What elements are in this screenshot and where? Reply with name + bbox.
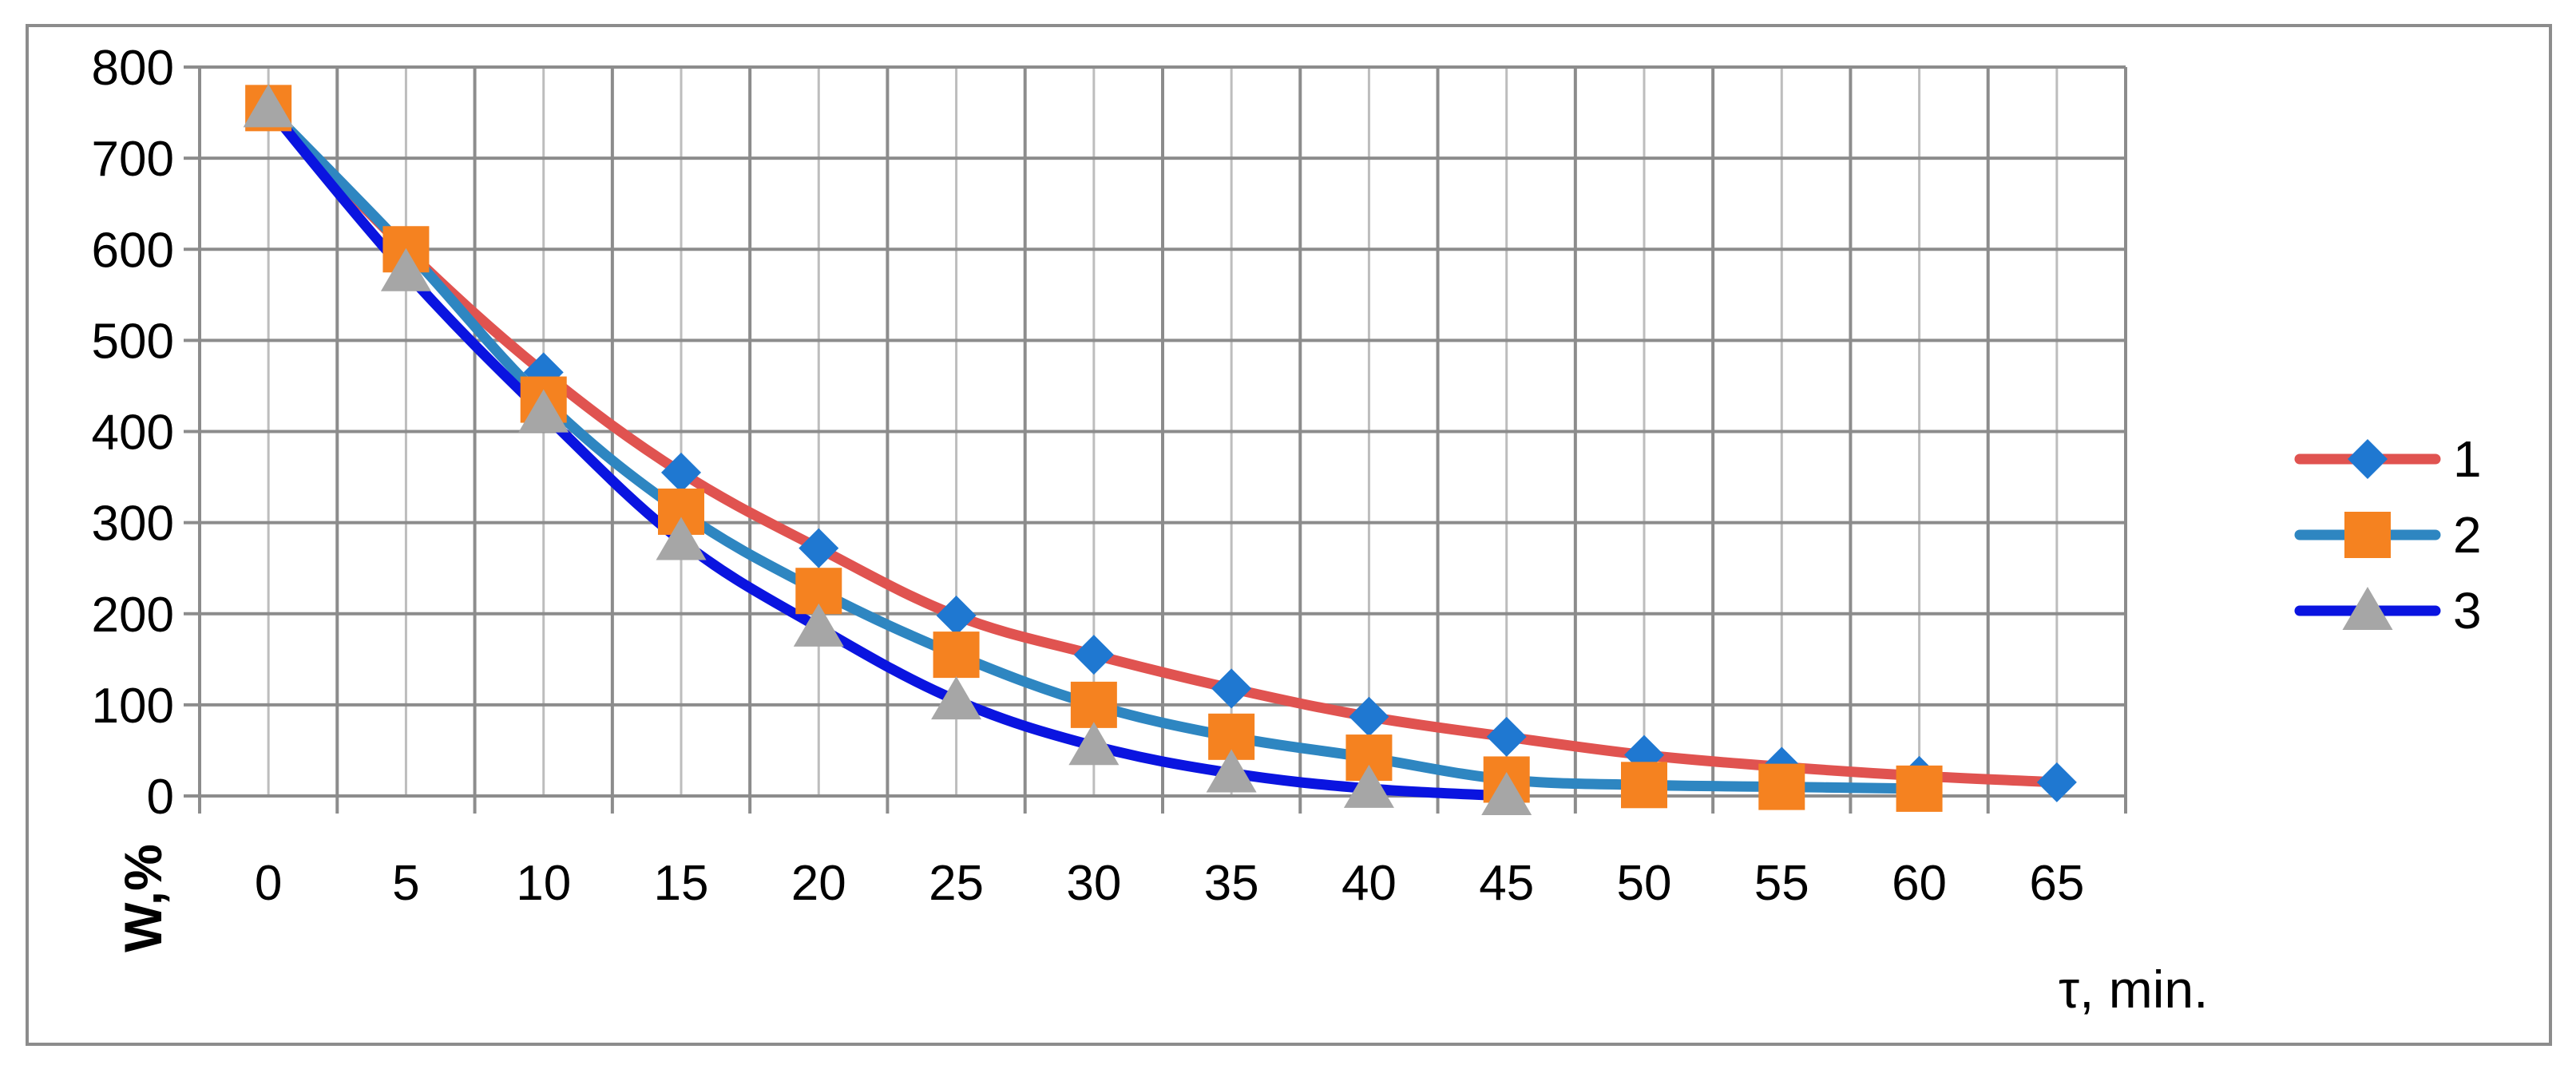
series-1-point [661, 452, 701, 493]
x-tick-label: 45 [1479, 856, 1534, 911]
y-tick-label: 800 [92, 41, 174, 96]
y-tick-label: 700 [92, 132, 174, 187]
series-2-point [1070, 681, 1117, 728]
series-3-point [793, 603, 844, 647]
series-3-point [380, 247, 431, 291]
x-tick-label: 60 [1892, 856, 1947, 911]
x-tick-label: 40 [1342, 856, 1397, 911]
series-3-line [263, 102, 1512, 802]
legend-label-2: 2 [2453, 506, 2482, 564]
x-tick-label: 35 [1204, 856, 1259, 911]
x-tick-label: 15 [654, 856, 709, 911]
x-tick-label: 10 [516, 856, 571, 911]
x-tick-label: 5 [392, 856, 419, 911]
series-2-point [933, 632, 980, 679]
y-tick-label: 600 [92, 223, 174, 278]
x-tick-label: 50 [1617, 856, 1672, 911]
x-tick-label: 65 [2029, 856, 2084, 911]
series-3-point [1481, 772, 1532, 815]
series-3-point [243, 84, 294, 128]
legend-label-3: 3 [2453, 582, 2482, 639]
chart-frame [26, 24, 2552, 1046]
series-1-point [936, 596, 977, 636]
x-tick-label: 25 [929, 856, 984, 911]
series-2-point [1758, 763, 1805, 810]
y-tick-label: 200 [92, 588, 174, 643]
series-3-point [656, 517, 707, 560]
x-tick-label: 30 [1066, 856, 1121, 911]
y-tick-label: 400 [92, 406, 174, 461]
legend: 1 2 3 [2294, 430, 2482, 639]
x-axis-label: τ, min. [2059, 960, 2208, 1019]
y-tick-label: 100 [92, 679, 174, 734]
series-3-point [1068, 722, 1120, 766]
series-1-point [2036, 762, 2077, 802]
x-tick-label: 55 [1754, 856, 1809, 911]
legend-marker-1 [2348, 439, 2388, 479]
legend-label-1: 1 [2453, 430, 2482, 488]
series-2-point [1621, 762, 1667, 809]
series-1-point [1349, 696, 1389, 737]
x-tick-label: 20 [791, 856, 846, 911]
y-tick-label: 500 [92, 314, 174, 369]
legend-marker-2 [2344, 512, 2391, 558]
series-2-point [1896, 765, 1943, 812]
legend-marker-3 [2342, 587, 2393, 630]
series-1-point [1486, 716, 1527, 757]
series-3-point [518, 389, 569, 433]
series-3-point [1206, 749, 1257, 793]
series-1-point [1211, 668, 1252, 709]
series [243, 84, 2077, 815]
y-tick-label: 0 [147, 770, 174, 825]
tick-labels: 0 100 200 300 400 500 600 700 800 0 5 10 15 20 25 30 35 4… [92, 41, 2085, 911]
series-3-point [1343, 764, 1394, 808]
series-3-point [931, 676, 982, 720]
y-axis-label: W,% [113, 844, 172, 952]
series-1-point [799, 528, 839, 568]
y-tick-label: 300 [92, 497, 174, 552]
series-1-point [1073, 635, 1114, 675]
x-tick-label: 0 [255, 856, 282, 911]
